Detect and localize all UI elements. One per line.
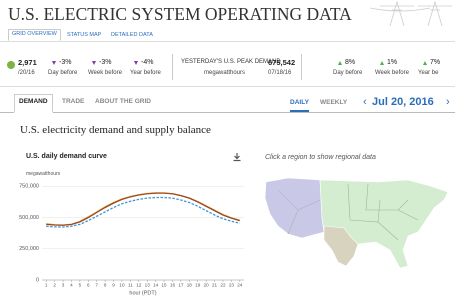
current-demand: 2,971 [18,58,37,67]
y-axis-label: megawatthours [26,171,61,177]
period-toggle[interactable]: WEEKLY [320,99,348,106]
change-value: -4% [141,59,154,66]
current-date: /20/16 [18,70,35,76]
change-label: Year be [418,70,439,76]
x-tick-label: 21 [212,283,218,288]
x-tick-label: 13 [145,283,151,288]
x-tick-label: 3 [62,283,65,288]
nav-tab[interactable]: DETAILED DATA [111,32,153,38]
status-icon [7,61,15,69]
date-picker[interactable]: Jul 20, 2016 [372,96,434,108]
divider [172,54,173,80]
change-value: 8% [345,59,356,66]
x-tick-label: 14 [153,283,159,288]
next-date[interactable]: › [446,96,450,108]
content-tab[interactable]: TRADE [62,98,85,105]
period-toggle[interactable]: DAILY [290,99,309,112]
divider [301,54,302,80]
peak-label: YESTERDAY'S U.S. PEAK DEMAND [181,59,281,65]
change-label: Week before [88,70,122,76]
x-tick-label: 5 [79,283,82,288]
divider [0,86,455,87]
western-region[interactable] [264,177,325,239]
trend-arrow [380,61,384,65]
x-axis-label: hour (PDT) [129,290,156,296]
tower-graphic [370,0,452,26]
chart-title: U.S. daily demand curve [26,153,107,160]
change-value: 7% [430,59,441,66]
peak-date: 07/18/16 [268,70,292,76]
x-tick-label: 23 [229,283,235,288]
x-tick-label: 12 [136,283,142,288]
x-tick-label: 7 [95,283,98,288]
x-tick-label: 16 [170,283,176,288]
x-tick-label: 24 [237,283,243,288]
series-line [46,196,240,228]
trend-arrow [52,61,56,65]
y-tick-label: 500,000 [19,215,39,221]
x-tick-label: 2 [53,283,56,288]
nav-tab[interactable]: STATUS MAP [67,32,102,38]
x-tick-label: 17 [178,283,184,288]
divider [0,112,455,113]
x-tick-label: 4 [70,283,73,288]
x-tick-label: 8 [104,283,107,288]
change-label: Day before [48,70,78,76]
page-title: U.S. ELECTRIC SYSTEM OPERATING DATA [8,4,352,24]
x-tick-label: 9 [112,283,115,288]
prev-date[interactable]: ‹ [363,96,367,108]
nav-tab[interactable]: GRID OVERVIEW [8,29,61,41]
content-tab[interactable]: ABOUT THE GRID [95,98,151,105]
y-tick-label: 0 [36,277,39,283]
y-tick-label: 250,000 [19,246,39,252]
change-value: -3% [59,59,72,66]
x-tick-label: 22 [220,283,226,288]
trend-arrow [92,61,96,65]
change-value: -3% [99,59,112,66]
section-title: U.S. electricity demand and supply balan… [20,124,211,136]
change-label: Year before [130,70,161,76]
series-line [46,192,240,226]
x-tick-label: 1 [45,283,48,288]
content-tab[interactable]: DEMAND [14,94,53,113]
trend-arrow [338,61,342,65]
peak-unit: megawatthours [204,70,246,76]
y-tick-label: 750,000 [19,184,39,190]
x-tick-label: 11 [128,283,133,288]
x-tick-label: 6 [87,283,90,288]
change-value: 1% [387,59,398,66]
region-map[interactable] [258,170,455,280]
x-tick-label: 10 [119,283,125,288]
x-tick-label: 15 [161,283,167,288]
peak-value: 675,542 [268,58,296,67]
map-hint: Click a region to show regional data [265,154,376,161]
change-label: Day before [333,70,363,76]
x-tick-label: 19 [195,283,201,288]
x-tick-label: 18 [187,283,193,288]
trend-arrow [134,61,138,65]
change-label: Week before [375,70,409,76]
x-tick-label: 20 [204,283,210,288]
texas-region[interactable] [323,225,359,267]
download-icon[interactable] [232,152,242,162]
trend-arrow [423,61,427,65]
divider [0,41,455,42]
